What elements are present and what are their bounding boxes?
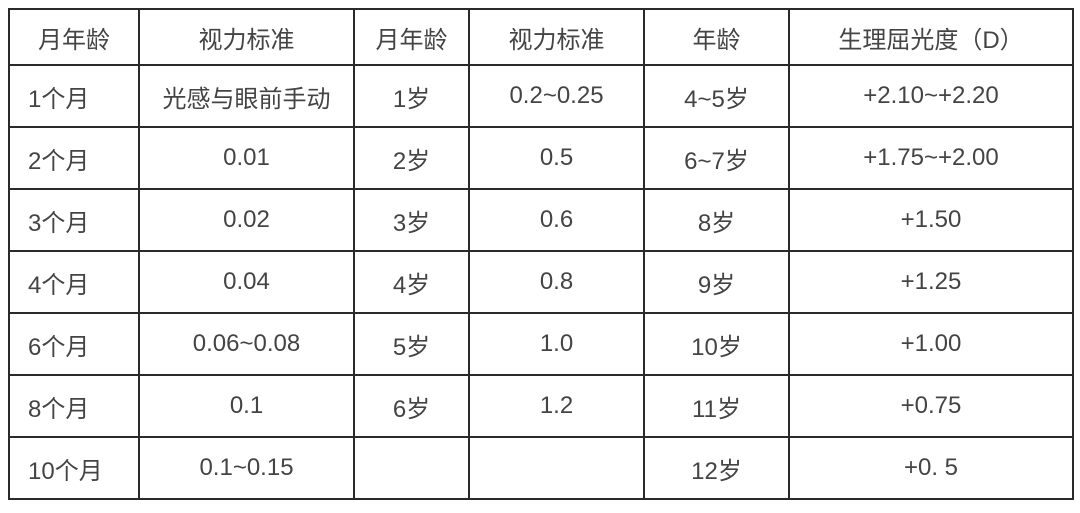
col-header-diopter: 生理屈光度（D） — [789, 9, 1073, 65]
cell-year-age: 2岁 — [354, 127, 469, 189]
cell-diopter: +0.75 — [789, 375, 1073, 437]
cell-month-age: 10个月 — [9, 437, 139, 499]
cell-diopter: +1.00 — [789, 313, 1073, 375]
table-row: 4个月 0.04 4岁 0.8 9岁 +1.25 — [9, 251, 1073, 313]
vision-standards-table: 月年龄 视力标准 月年龄 视力标准 年龄 生理屈光度（D） 1个月 光感与眼前手… — [8, 8, 1074, 500]
cell-month-age: 8个月 — [9, 375, 139, 437]
cell-vision-std: 0.04 — [139, 251, 354, 313]
cell-age: 4~5岁 — [644, 65, 789, 127]
cell-diopter: +0. 5 — [789, 437, 1073, 499]
cell-age: 8岁 — [644, 189, 789, 251]
cell-diopter: +2.10~+2.20 — [789, 65, 1073, 127]
cell-vision-std-2: 0.5 — [469, 127, 644, 189]
table-row: 10个月 0.1~0.15 12岁 +0. 5 — [9, 437, 1073, 499]
cell-vision-std-2: 1.0 — [469, 313, 644, 375]
cell-month-age: 3个月 — [9, 189, 139, 251]
cell-vision-std: 光感与眼前手动 — [139, 65, 354, 127]
cell-age: 12岁 — [644, 437, 789, 499]
cell-vision-std-2: 0.8 — [469, 251, 644, 313]
cell-year-age: 5岁 — [354, 313, 469, 375]
col-header-month-age-1: 月年龄 — [9, 9, 139, 65]
table-row: 3个月 0.02 3岁 0.6 8岁 +1.50 — [9, 189, 1073, 251]
cell-vision-std-2: 0.2~0.25 — [469, 65, 644, 127]
cell-vision-std: 0.01 — [139, 127, 354, 189]
cell-vision-std-2: 0.6 — [469, 189, 644, 251]
col-header-vision-standard-2: 视力标准 — [469, 9, 644, 65]
cell-vision-std: 0.06~0.08 — [139, 313, 354, 375]
cell-diopter: +1.25 — [789, 251, 1073, 313]
cell-month-age: 1个月 — [9, 65, 139, 127]
cell-month-age: 6个月 — [9, 313, 139, 375]
cell-year-age: 1岁 — [354, 65, 469, 127]
col-header-age: 年龄 — [644, 9, 789, 65]
cell-vision-std: 0.02 — [139, 189, 354, 251]
cell-year-age — [354, 437, 469, 499]
table-row: 2个月 0.01 2岁 0.5 6~7岁 +1.75~+2.00 — [9, 127, 1073, 189]
cell-month-age: 2个月 — [9, 127, 139, 189]
cell-vision-std: 0.1 — [139, 375, 354, 437]
cell-vision-std-2 — [469, 437, 644, 499]
cell-diopter: +1.50 — [789, 189, 1073, 251]
cell-age: 10岁 — [644, 313, 789, 375]
table-row: 6个月 0.06~0.08 5岁 1.0 10岁 +1.00 — [9, 313, 1073, 375]
cell-age: 11岁 — [644, 375, 789, 437]
cell-year-age: 6岁 — [354, 375, 469, 437]
cell-year-age: 3岁 — [354, 189, 469, 251]
cell-month-age: 4个月 — [9, 251, 139, 313]
cell-vision-std-2: 1.2 — [469, 375, 644, 437]
cell-age: 6~7岁 — [644, 127, 789, 189]
table-header-row: 月年龄 视力标准 月年龄 视力标准 年龄 生理屈光度（D） — [9, 9, 1073, 65]
col-header-month-age-2: 月年龄 — [354, 9, 469, 65]
table-row: 8个月 0.1 6岁 1.2 11岁 +0.75 — [9, 375, 1073, 437]
table-row: 1个月 光感与眼前手动 1岁 0.2~0.25 4~5岁 +2.10~+2.20 — [9, 65, 1073, 127]
cell-diopter: +1.75~+2.00 — [789, 127, 1073, 189]
cell-year-age: 4岁 — [354, 251, 469, 313]
vision-standards-table-wrapper: 月年龄 视力标准 月年龄 视力标准 年龄 生理屈光度（D） 1个月 光感与眼前手… — [8, 8, 1072, 500]
col-header-vision-standard-1: 视力标准 — [139, 9, 354, 65]
cell-age: 9岁 — [644, 251, 789, 313]
cell-vision-std: 0.1~0.15 — [139, 437, 354, 499]
